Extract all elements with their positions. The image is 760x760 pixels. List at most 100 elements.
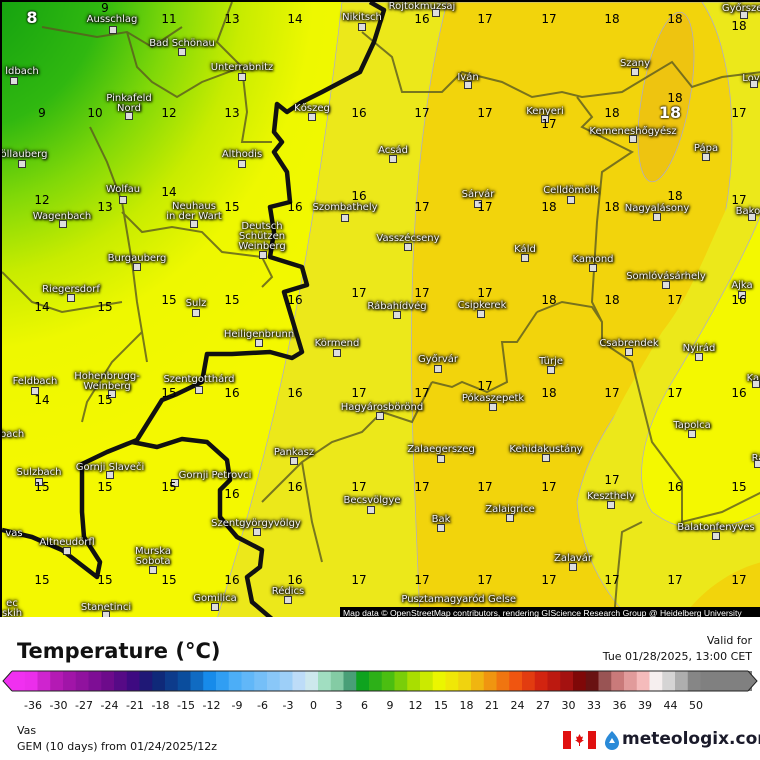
place-label: Rojtokmuzsaj <box>388 1 456 12</box>
place-label: Gelse <box>487 594 517 605</box>
temperature-value: 18 <box>604 106 620 120</box>
place-marker-icon <box>631 68 639 76</box>
place-label: Csipkerek <box>457 300 507 311</box>
place-marker-icon <box>67 294 75 302</box>
temperature-value: 18 <box>541 293 557 307</box>
place-marker-icon <box>308 113 316 121</box>
place-label: Heiligenbrunn <box>223 329 295 340</box>
temperature-value: 15 <box>161 573 177 587</box>
colorbar-segment <box>50 671 64 691</box>
place-marker-icon <box>688 430 696 438</box>
place-label: Rábahídvég <box>367 301 427 312</box>
place-marker-icon <box>662 281 670 289</box>
colorbar-tick-label: 9 <box>386 699 394 712</box>
place-marker-icon <box>432 9 440 17</box>
colorbar-segment <box>190 671 204 691</box>
colorbar-segment <box>241 671 255 691</box>
place-marker-icon <box>190 220 198 228</box>
colorbar-segment <box>649 671 663 691</box>
colorbar-tick-label: -6 <box>257 699 268 712</box>
temperature-value: 14 <box>34 393 50 407</box>
place-label: Bakor <box>735 206 760 217</box>
colorbar-tick-label: 50 <box>689 699 703 712</box>
temperature-value: 17 <box>541 12 557 26</box>
temperature-value: 17 <box>541 117 557 131</box>
map-attribution[interactable]: Map data © OpenStreetMap contributors, r… <box>340 607 760 617</box>
colorbar-segment <box>726 671 740 691</box>
meteologix-brand[interactable]: meteologix.com <box>622 729 760 749</box>
temperature-value: 15 <box>161 480 177 494</box>
place-label: Balatonfenyves <box>677 522 755 533</box>
colorbar-segment <box>560 671 574 691</box>
temperature-value: 16 <box>414 12 430 26</box>
place-label: Altneudörfl <box>39 537 95 548</box>
colorbar-tick-label: -30 <box>49 699 68 712</box>
place-label: Körmend <box>314 338 360 349</box>
colorbar-tick-label: 30 <box>561 699 576 712</box>
colorbar-segment <box>471 671 485 691</box>
temperature-value: 14 <box>34 300 50 314</box>
place-label: Becsvölgye <box>343 495 401 506</box>
place-label: Acsád <box>378 145 408 156</box>
place-marker-icon <box>489 403 497 411</box>
temperature-value: 17 <box>414 386 430 400</box>
place-label: Bad Schönau <box>149 38 215 49</box>
colorbar-tick-label: 27 <box>536 699 550 712</box>
place-label: Sárvár <box>461 189 495 200</box>
place-marker-icon <box>625 348 633 356</box>
colorbar-tick-label: 0 <box>310 699 317 712</box>
place-label: Kehidakustány <box>509 444 583 455</box>
colorbar-segment <box>165 671 179 691</box>
place-marker-icon <box>474 200 482 208</box>
temperature-value: 17 <box>351 286 367 300</box>
place-label: Szany <box>620 58 650 69</box>
temperature-value: 17 <box>414 480 430 494</box>
temperature-value: 17 <box>477 106 493 120</box>
temperature-value: 15 <box>224 293 240 307</box>
temperature-value: 16 <box>224 487 240 501</box>
temperature-value: 15 <box>161 293 177 307</box>
temperature-value: 17 <box>477 12 493 26</box>
place-label: Zalavár <box>553 553 593 564</box>
place-marker-icon <box>59 220 67 228</box>
place-marker-icon <box>740 11 748 19</box>
colorbar-segment <box>636 671 650 691</box>
colorbar-segment <box>24 671 38 691</box>
place-marker-icon <box>738 291 746 299</box>
place-marker-icon <box>253 528 261 536</box>
colorbar-segment <box>662 671 676 691</box>
colorbar-segment <box>369 671 383 691</box>
temperature-value: 14 <box>287 12 303 26</box>
place-marker-icon <box>506 514 514 522</box>
place-marker-icon <box>607 501 615 509</box>
place-marker-icon <box>748 213 756 221</box>
colorbar-segment <box>126 671 140 691</box>
temperature-value: 18 <box>731 19 747 33</box>
colorbar-segment <box>407 671 421 691</box>
region-name: Vas <box>17 724 37 737</box>
colorbar <box>2 670 758 692</box>
temperature-map[interactable]: Ausschlag Bad Schönau Unterrabnitz ldbach Pi… <box>0 0 760 617</box>
place-marker-icon <box>750 80 758 88</box>
temperature-value: 17 <box>351 480 367 494</box>
place-marker-icon <box>284 596 292 604</box>
colorbar-segment <box>152 671 166 691</box>
colorbar-segment <box>279 671 293 691</box>
temperature-value: 17 <box>731 573 747 587</box>
place-label: Pókaszepetk <box>461 393 525 404</box>
place-marker-icon <box>653 213 661 221</box>
place-marker-icon <box>119 196 127 204</box>
colorbar-segment <box>432 671 446 691</box>
place-marker-icon <box>464 81 472 89</box>
temperature-value: 16 <box>731 386 747 400</box>
place-label: Sulzbach <box>16 467 62 478</box>
place-marker-icon <box>255 339 263 347</box>
temperature-value: 18 <box>604 200 620 214</box>
model-run: GEM (10 days) from 01/24/2025/12z <box>17 740 217 753</box>
colorbar-tick-label: 15 <box>434 699 448 712</box>
place-label: Zalaegerszeg <box>407 444 475 455</box>
temperature-value: 15 <box>97 480 113 494</box>
place-marker-icon <box>31 387 39 395</box>
place-marker-icon <box>10 77 18 85</box>
temperature-value: 17 <box>604 473 620 487</box>
